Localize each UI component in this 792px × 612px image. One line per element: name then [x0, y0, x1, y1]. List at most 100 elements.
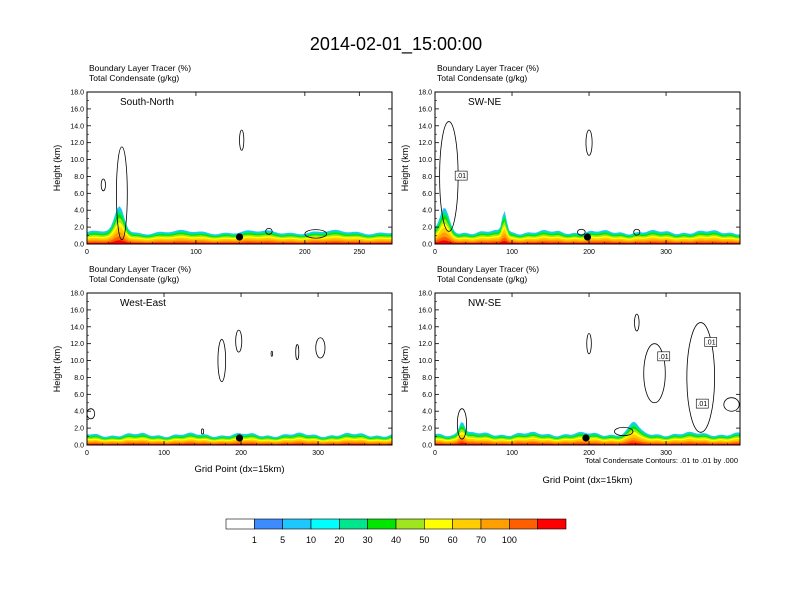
y-tick-label: 6.0 [74, 392, 84, 399]
y-tick-label: 12.0 [418, 341, 432, 348]
contour-label: .01 [659, 354, 669, 361]
panel-var2-label: Total Condensate (g/kg) [437, 274, 527, 284]
plot-area: .01 .01 .01 [435, 313, 740, 445]
x-axis-label: Grid Point (dx=15km) [542, 475, 632, 486]
tracer-band [435, 232, 740, 244]
y-axis-label: Height (km) [400, 346, 410, 393]
colorbar-label: 20 [334, 535, 344, 545]
y-tick-label: 10.0 [418, 157, 432, 164]
condensate-contour [643, 343, 666, 404]
panel-label: West-East [120, 298, 166, 309]
y-tick-label: 18.0 [418, 90, 432, 97]
colorbar-swatch [367, 518, 397, 530]
condensate-contour [586, 333, 592, 355]
y-tick-label: 12.0 [70, 341, 84, 348]
x-tick-label: 300 [660, 450, 672, 457]
condensate-contour [723, 397, 740, 412]
y-tick-label: 8.0 [74, 375, 84, 382]
site-marker [583, 233, 592, 241]
condensate-contour [577, 228, 586, 236]
colorbar-label: 1 [252, 535, 257, 545]
x-tick-label: 100 [158, 450, 170, 457]
colorbar-swatch [254, 518, 283, 530]
x-tick-label: 200 [583, 450, 595, 457]
colorbar-label: 5 [280, 535, 285, 545]
y-tick-label: 4.0 [74, 208, 84, 215]
panel-sw-ne: Boundary Layer Tracer (%)Total Condensat… [400, 63, 741, 256]
site-marker [235, 233, 244, 241]
y-tick-label: 8.0 [74, 174, 84, 181]
y-tick-label: 4.0 [74, 409, 84, 416]
tracer-band [435, 227, 740, 244]
colorbar-swatch [509, 518, 538, 530]
y-tick-label: 2.0 [74, 426, 84, 433]
condensate-contour [265, 227, 273, 235]
x-tick-label: 200 [235, 450, 247, 457]
condensate-contour [304, 229, 328, 239]
panel-frame [434, 91, 741, 245]
tracer-band [87, 231, 392, 244]
y-tick-label: 6.0 [422, 392, 432, 399]
x-tick-label: 0 [433, 249, 437, 256]
contour-label-box [695, 398, 709, 409]
x-tick-label: 100 [506, 249, 518, 256]
x-tick-label: 0 [85, 450, 89, 457]
y-tick-label: 18.0 [70, 291, 84, 298]
panel-west-east: Boundary Layer Tracer (%)Total Condensat… [52, 264, 393, 475]
y-tick-label: 14.0 [70, 324, 84, 331]
condensate-contour [614, 426, 634, 437]
contour-note: Total Condensate Contours: .01 to .01 by… [585, 456, 738, 465]
y-tick-label: 14.0 [418, 123, 432, 130]
panel-nw-se: Boundary Layer Tracer (%)Total Condensat… [400, 264, 741, 486]
colorbar-label: 30 [363, 535, 373, 545]
panel-var1-label: Boundary Layer Tracer (%) [89, 63, 191, 73]
panel-var1-label: Boundary Layer Tracer (%) [89, 264, 191, 274]
y-tick-label: 16.0 [418, 307, 432, 314]
x-tick-label: 300 [660, 249, 672, 256]
colorbar-swatch [424, 518, 453, 530]
y-tick-label: 16.0 [70, 106, 84, 113]
colorbar-label: 60 [448, 535, 458, 545]
panel-var1-label: Boundary Layer Tracer (%) [437, 264, 539, 274]
x-tick-label: 200 [299, 249, 311, 256]
panel-label: SW-NE [468, 97, 501, 108]
colorbar: 1 5 10 20 30 40 50 60 70 100 [225, 518, 567, 545]
y-tick-label: 14.0 [418, 324, 432, 331]
colorbar-swatch [480, 518, 510, 530]
y-tick-label: 0.0 [74, 443, 84, 450]
x-tick-label: 100 [190, 249, 202, 256]
y-tick-label: 12.0 [70, 140, 84, 147]
tracer-band [435, 442, 740, 445]
y-tick-label: 10.0 [70, 157, 84, 164]
panel-var1-label: Boundary Layer Tracer (%) [437, 63, 539, 73]
x-tick-label: 0 [85, 249, 89, 256]
plot-area [87, 329, 392, 445]
plot-area [87, 129, 392, 244]
y-tick-label: 16.0 [418, 106, 432, 113]
condensate-contour [235, 329, 243, 353]
panel-var2-label: Total Condensate (g/kg) [89, 274, 179, 284]
y-tick-label: 8.0 [422, 375, 432, 382]
contour-label-box [657, 351, 671, 362]
condensate-contour [633, 228, 641, 236]
colorbar-label: 10 [306, 535, 316, 545]
y-tick-label: 2.0 [422, 225, 432, 232]
colorbar-swatch [339, 518, 368, 530]
colorbar-swatch [537, 518, 567, 530]
y-axis-label: Height (km) [52, 145, 62, 192]
condensate-contour [100, 178, 106, 192]
y-tick-label: 0.0 [422, 443, 432, 450]
tracer-band [435, 240, 740, 244]
y-tick-label: 2.0 [74, 225, 84, 232]
x-tick-label: 300 [312, 450, 324, 457]
y-tick-label: 4.0 [422, 409, 432, 416]
y-tick-label: 2.0 [422, 426, 432, 433]
panel-frame [86, 292, 393, 446]
y-tick-label: 16.0 [70, 307, 84, 314]
y-tick-label: 0.0 [74, 242, 84, 249]
colorbar-swatch [310, 518, 340, 530]
panel-label: South-North [120, 97, 174, 108]
y-axis-label: Height (km) [400, 145, 410, 192]
y-tick-label: 0.0 [422, 242, 432, 249]
tracer-band [87, 240, 392, 244]
